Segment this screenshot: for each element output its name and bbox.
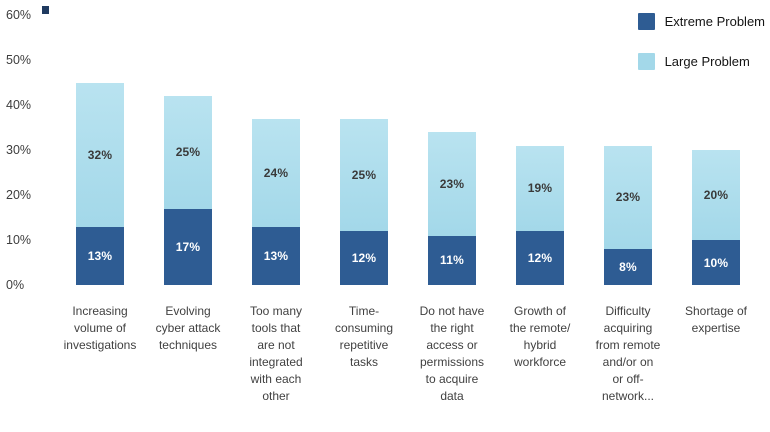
x-axis-category-label-line: tools that xyxy=(251,321,301,335)
bar-segment-extreme-problem: 17% xyxy=(164,208,212,285)
y-axis-tick-label: 0% xyxy=(6,278,25,292)
bar-segment-extreme-problem: 13% xyxy=(252,226,300,285)
x-axis-category-label-line: volume of xyxy=(73,321,127,335)
x-axis-category-label: Difficulty acquiring from remote and/or on o… xyxy=(584,303,672,405)
bar-value-label: 25% xyxy=(175,145,201,160)
x-axis-category-label: Do not have the right access or permissions… xyxy=(408,303,496,405)
y-axis-tick-label: 40% xyxy=(6,98,32,112)
x-axis-category-label-line: the remote/ xyxy=(509,321,571,335)
bar-value-label: 17% xyxy=(175,239,201,254)
x-axis-category-label-line: Growth of xyxy=(513,304,567,318)
x-axis-category-label-line: Difficulty xyxy=(605,304,651,318)
x-axis-category-label-line: investigations xyxy=(63,338,137,352)
bar-segment-large-problem: 24% xyxy=(252,118,300,227)
bar-segment-large-problem: 25% xyxy=(340,118,388,231)
y-axis-tick-label: 30% xyxy=(6,143,32,157)
bar-segment-large-problem: 25% xyxy=(164,96,212,209)
bar-value-label: 24% xyxy=(263,165,289,180)
bar-value-label: 10% xyxy=(703,255,729,270)
bar-value-label: 12% xyxy=(527,251,553,265)
y-axis-tick-label: 60% xyxy=(6,8,32,22)
bar-segment-large-problem: 20% xyxy=(692,150,740,240)
bar-value-label: 23% xyxy=(439,176,465,191)
y-axis-tick-label: 20% xyxy=(6,188,32,202)
x-axis-category-label-line: Too many xyxy=(249,304,303,318)
x-axis-category-label-line: Evolving xyxy=(165,304,211,318)
bar-segment-extreme-problem: 12% xyxy=(340,231,388,285)
x-axis-category-label-line: other xyxy=(262,389,290,403)
legend-swatch-icon xyxy=(637,13,655,30)
x-axis-category-label-line: techniques xyxy=(158,338,218,352)
x-axis-category-label-line: Shortage of xyxy=(684,304,748,318)
legend-item-extreme-problem: Extreme Problem xyxy=(637,13,765,30)
x-axis-category-label-line: repetitive xyxy=(339,338,389,352)
x-axis-category-label-line: access or xyxy=(426,338,478,352)
x-axis-category-label: Time-consuming repetitive tasks xyxy=(320,303,408,371)
x-axis-category-label-line: tasks xyxy=(349,355,378,369)
bar-value-label: 13% xyxy=(87,248,113,263)
bar-segment-extreme-problem: 13% xyxy=(76,226,124,285)
x-axis-category-label-line: are not xyxy=(257,338,295,352)
legend-label: Extreme Problem xyxy=(664,14,765,29)
bar-value-label: 23% xyxy=(615,190,641,205)
x-axis-category-label-line: data xyxy=(440,389,464,403)
x-axis-category-label-line: Do not have xyxy=(419,304,485,318)
bar-value-label: 12% xyxy=(351,251,377,265)
bar-value-label: 32% xyxy=(87,147,113,162)
x-axis-category-label-line: Increasing xyxy=(72,304,128,318)
bar-value-label: 20% xyxy=(703,188,729,202)
x-axis-category-label-line: integrated xyxy=(249,355,303,369)
x-axis-category-label-line: acquiring xyxy=(603,321,653,335)
x-axis-category-label: Shortage of expertise xyxy=(672,303,760,337)
legend: Extreme Problem Large Problem xyxy=(637,13,765,93)
legend-item-large-problem: Large Problem xyxy=(637,53,750,70)
bar-segment-extreme-problem: 8% xyxy=(604,249,652,285)
bar-segment-large-problem: 19% xyxy=(516,145,564,231)
x-axis-category-label-line: Time- xyxy=(348,304,380,318)
y-axis-tick-label: 10% xyxy=(6,233,32,247)
x-axis-category-label-line: permissions xyxy=(419,355,485,369)
x-axis-category-label: Too many tools that are not integrated with … xyxy=(232,303,320,405)
stray-mark xyxy=(42,6,49,14)
bar-value-label: 19% xyxy=(527,181,553,196)
bar-value-label: 8% xyxy=(619,260,637,274)
bar-segment-extreme-problem: 10% xyxy=(692,240,740,285)
x-axis-category-label-line: consuming xyxy=(334,321,394,335)
x-axis-category-label: Growth of the remote/hybrid workforce xyxy=(496,303,584,371)
x-axis-category-label: Evolving cyber attack techniques xyxy=(144,303,232,354)
x-axis-category-label-line: or off- xyxy=(612,372,644,386)
x-axis-category-label-line: to acquire xyxy=(425,372,479,386)
x-axis-category-label-line: with each xyxy=(250,372,302,386)
bar-segment-large-problem: 23% xyxy=(604,145,652,249)
x-axis-category-label-line: and/or on xyxy=(602,355,654,369)
bar-segment-large-problem: 23% xyxy=(428,132,476,236)
y-axis-tick-label: 50% xyxy=(6,53,32,67)
bar-segment-extreme-problem: 11% xyxy=(428,235,476,285)
legend-label: Large Problem xyxy=(664,54,750,69)
bar-segment-large-problem: 32% xyxy=(76,82,124,227)
bar-value-label: 13% xyxy=(263,248,289,263)
x-axis-category-label-line: network... xyxy=(601,389,655,403)
x-axis-category-label-line: expertise xyxy=(691,321,741,335)
legend-swatch-icon xyxy=(637,53,655,70)
bar-value-label: 25% xyxy=(351,167,377,182)
x-axis-category-label: Increasing volume of investigations xyxy=(56,303,144,354)
x-axis-category-label-line: workforce xyxy=(513,355,566,369)
x-axis-category-label-line: from remote xyxy=(595,338,661,352)
bar-value-label: 11% xyxy=(440,253,464,268)
x-axis-category-label-line: cyber attack xyxy=(155,321,221,335)
bar-segment-extreme-problem: 12% xyxy=(516,231,564,285)
x-axis-category-label-line: hybrid xyxy=(523,338,557,352)
x-axis-category-label-line: the right xyxy=(430,321,474,335)
